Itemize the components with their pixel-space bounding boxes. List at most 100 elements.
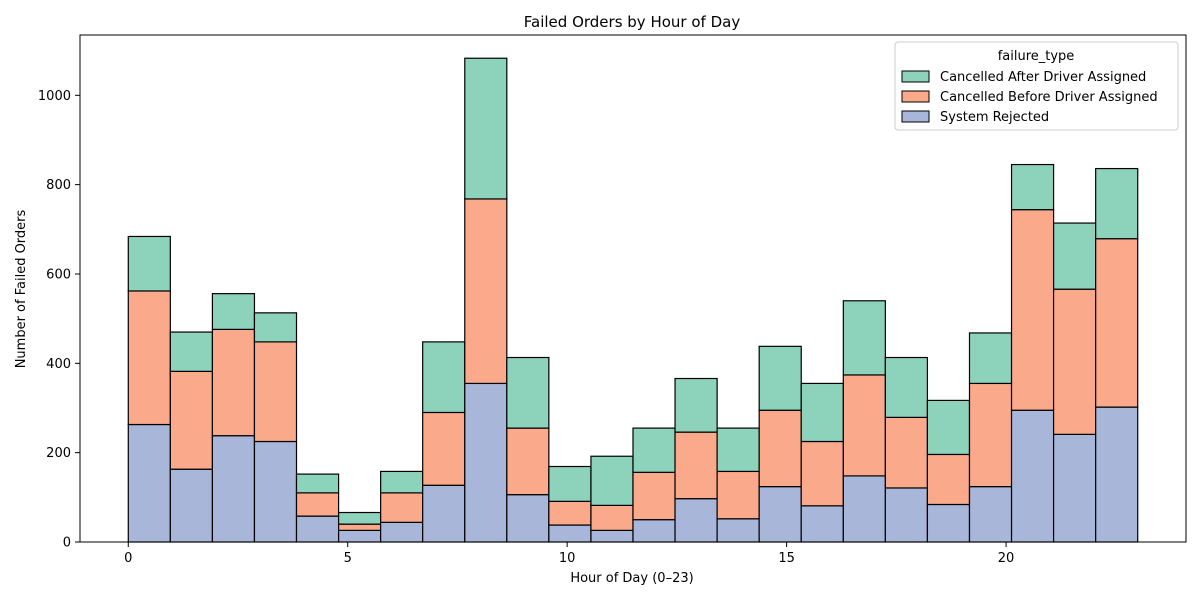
bar-system-rejected-bin-5 bbox=[337, 529, 382, 543]
bar-cancelled-after-driver-assigned-bin-13 bbox=[674, 377, 718, 433]
bar-cancelled-after-driver-assigned-bin-5 bbox=[337, 511, 382, 525]
x-axis-title: Hour of Day (0–23) bbox=[570, 571, 693, 586]
bar-system-rejected-bin-6 bbox=[380, 521, 424, 543]
chart-title: Failed Orders by Hour of Day bbox=[524, 13, 741, 31]
bar-cancelled-before-driver-assigned-bin-14 bbox=[716, 470, 760, 520]
bar-system-rejected-bin-7 bbox=[422, 484, 466, 543]
bar-system-rejected-bin-16 bbox=[800, 505, 844, 543]
y-tick-label: 200 bbox=[46, 446, 71, 461]
bar-cancelled-after-driver-assigned-bin-18 bbox=[884, 356, 929, 418]
bar-cancelled-after-driver-assigned-bin-9 bbox=[506, 356, 550, 429]
legend-label: Cancelled After Driver Assigned bbox=[940, 70, 1146, 85]
bar-system-rejected-bin-0 bbox=[127, 423, 171, 543]
bar-cancelled-before-driver-assigned-bin-16 bbox=[800, 440, 844, 507]
bar-cancelled-before-driver-assigned-bin-3 bbox=[253, 341, 298, 443]
bar-cancelled-after-driver-assigned-bin-11 bbox=[590, 455, 634, 506]
bar-cancelled-before-driver-assigned-bin-23 bbox=[1095, 238, 1139, 408]
bar-cancelled-before-driver-assigned-bin-17 bbox=[842, 374, 886, 477]
bar-system-rejected-bin-17 bbox=[842, 475, 886, 543]
bar-cancelled-before-driver-assigned-bin-1 bbox=[169, 370, 214, 470]
x-tick-label: 10 bbox=[559, 551, 576, 566]
bar-cancelled-before-driver-assigned-bin-12 bbox=[632, 471, 676, 521]
bar-cancelled-after-driver-assigned-bin-15 bbox=[758, 345, 802, 411]
x-tick-label: 0 bbox=[124, 551, 132, 566]
bar-cancelled-before-driver-assigned-bin-6 bbox=[380, 492, 424, 523]
bar-cancelled-before-driver-assigned-bin-10 bbox=[548, 500, 592, 526]
y-tick-label: 600 bbox=[46, 267, 71, 282]
bar-system-rejected-bin-2 bbox=[211, 435, 256, 543]
bar-system-rejected-bin-19 bbox=[926, 503, 971, 543]
bar-cancelled-after-driver-assigned-bin-22 bbox=[1052, 222, 1097, 290]
legend-title: failure_type bbox=[998, 49, 1075, 64]
bar-cancelled-after-driver-assigned-bin-16 bbox=[800, 382, 844, 443]
bar-system-rejected-bin-18 bbox=[884, 487, 929, 543]
legend-box bbox=[894, 41, 1179, 131]
bar-cancelled-after-driver-assigned-bin-3 bbox=[253, 312, 298, 343]
bar-cancelled-after-driver-assigned-bin-10 bbox=[548, 465, 592, 502]
bar-cancelled-before-driver-assigned-bin-0 bbox=[127, 290, 171, 426]
bar-system-rejected-bin-11 bbox=[590, 529, 634, 543]
bar-system-rejected-bin-20 bbox=[968, 486, 1013, 543]
bar-cancelled-after-driver-assigned-bin-14 bbox=[716, 427, 760, 473]
legend-swatch bbox=[901, 90, 930, 103]
x-tick-label: 5 bbox=[344, 551, 352, 566]
plot-frame bbox=[79, 34, 1187, 543]
bar-system-rejected-bin-1 bbox=[169, 468, 214, 543]
x-tick-label: 20 bbox=[998, 551, 1015, 566]
bar-system-rejected-bin-13 bbox=[674, 498, 718, 543]
legend-label: Cancelled Before Driver Assigned bbox=[940, 90, 1158, 105]
legend-swatch bbox=[901, 70, 930, 83]
y-tick-label: 400 bbox=[46, 357, 71, 372]
bar-cancelled-before-driver-assigned-bin-4 bbox=[295, 492, 340, 517]
bar-cancelled-before-driver-assigned-bin-8 bbox=[464, 198, 508, 385]
bar-cancelled-after-driver-assigned-bin-1 bbox=[169, 331, 214, 372]
bar-system-rejected-bin-15 bbox=[758, 486, 802, 543]
bar-cancelled-before-driver-assigned-bin-9 bbox=[506, 427, 550, 496]
bar-cancelled-before-driver-assigned-bin-19 bbox=[926, 453, 971, 506]
bar-system-rejected-bin-4 bbox=[295, 515, 340, 543]
bar-system-rejected-bin-23 bbox=[1095, 406, 1139, 543]
bar-cancelled-after-driver-assigned-bin-17 bbox=[842, 300, 886, 376]
bar-cancelled-after-driver-assigned-bin-19 bbox=[926, 399, 971, 456]
bar-cancelled-after-driver-assigned-bin-12 bbox=[632, 427, 676, 473]
legend-label: System Rejected bbox=[940, 110, 1049, 125]
legend-items: Cancelled After Driver Assigned Cancelled… bbox=[901, 70, 1158, 125]
bar-system-rejected-bin-21 bbox=[1010, 409, 1055, 543]
bar-cancelled-before-driver-assigned-bin-20 bbox=[968, 382, 1013, 488]
bar-cancelled-after-driver-assigned-bin-20 bbox=[968, 332, 1013, 385]
x-tick-label: 15 bbox=[778, 551, 795, 566]
bar-cancelled-before-driver-assigned-bin-21 bbox=[1010, 209, 1055, 411]
bar-cancelled-after-driver-assigned-bin-2 bbox=[211, 293, 256, 330]
bar-cancelled-after-driver-assigned-bin-0 bbox=[127, 235, 171, 292]
y-tick-label: 1000 bbox=[38, 89, 71, 104]
y-tick-label: 0 bbox=[63, 536, 71, 551]
bar-cancelled-before-driver-assigned-bin-11 bbox=[590, 504, 634, 531]
bar-cancelled-before-driver-assigned-bin-18 bbox=[884, 416, 929, 489]
bar-cancelled-after-driver-assigned-bin-8 bbox=[464, 57, 508, 200]
x-axis-ticks: 0 5 10 15 20 bbox=[124, 542, 1014, 566]
bar-cancelled-after-driver-assigned-bin-7 bbox=[422, 341, 466, 414]
bar-cancelled-before-driver-assigned-bin-5 bbox=[337, 523, 382, 531]
y-axis-title: Number of Failed Orders bbox=[14, 209, 29, 368]
bar-system-rejected-bin-3 bbox=[253, 440, 298, 543]
bar-cancelled-before-driver-assigned-bin-2 bbox=[211, 328, 256, 437]
bar-cancelled-after-driver-assigned-bin-23 bbox=[1095, 167, 1139, 240]
bar-cancelled-before-driver-assigned-bin-22 bbox=[1052, 288, 1097, 435]
bar-system-rejected-bin-22 bbox=[1052, 433, 1097, 543]
legend-swatch bbox=[901, 110, 930, 123]
y-axis-ticks: 0 200 400 600 800 1000 bbox=[38, 89, 80, 551]
bar-system-rejected-bin-14 bbox=[716, 518, 760, 543]
bar-layer bbox=[127, 57, 1139, 543]
bar-cancelled-before-driver-assigned-bin-15 bbox=[758, 409, 802, 488]
bar-cancelled-after-driver-assigned-bin-6 bbox=[380, 470, 424, 494]
bar-cancelled-after-driver-assigned-bin-21 bbox=[1010, 163, 1055, 211]
bar-cancelled-before-driver-assigned-bin-13 bbox=[674, 431, 718, 500]
bar-system-rejected-bin-9 bbox=[506, 494, 550, 543]
bar-cancelled-before-driver-assigned-bin-7 bbox=[422, 411, 466, 486]
bar-system-rejected-bin-10 bbox=[548, 524, 592, 543]
bar-system-rejected-bin-8 bbox=[464, 382, 508, 543]
bar-cancelled-after-driver-assigned-bin-4 bbox=[295, 473, 340, 494]
y-tick-label: 800 bbox=[46, 178, 71, 193]
legend: failure_type Cancelled After Driver Assi… bbox=[894, 41, 1179, 131]
